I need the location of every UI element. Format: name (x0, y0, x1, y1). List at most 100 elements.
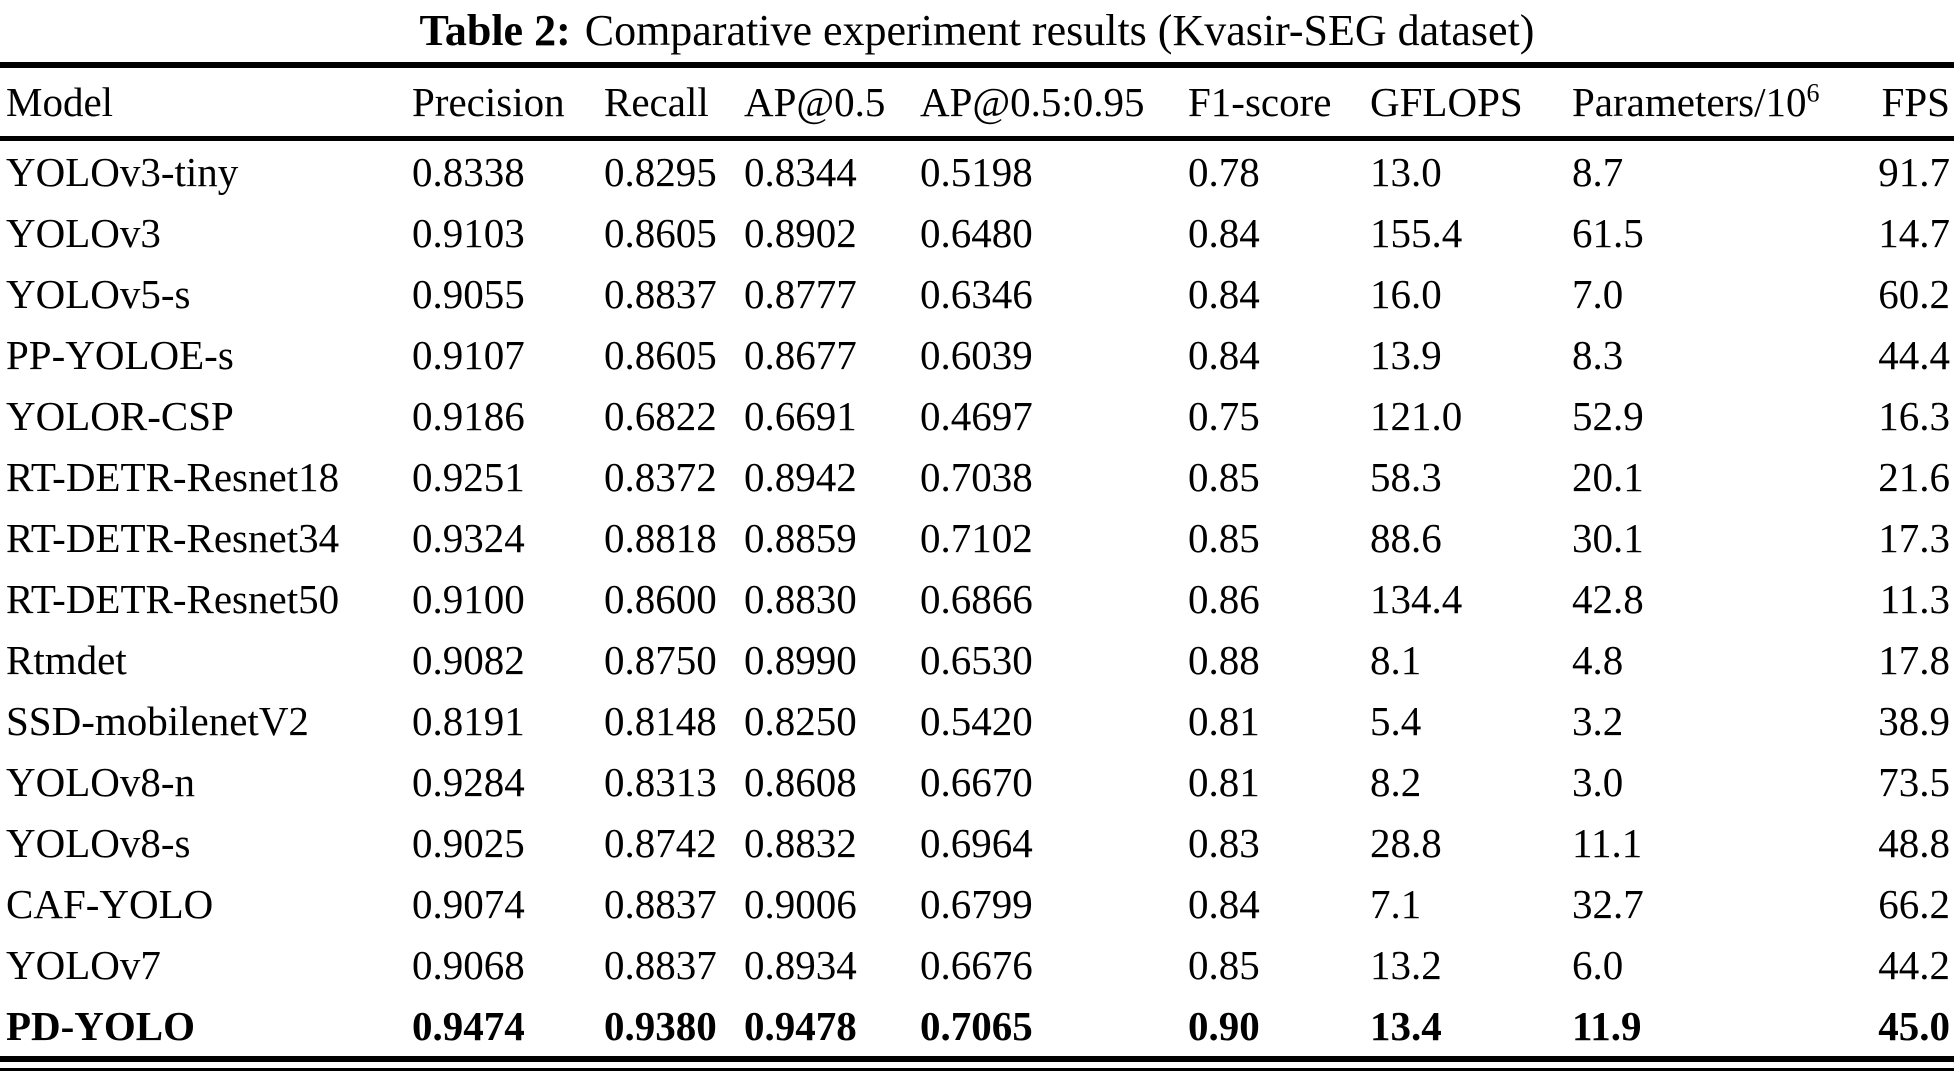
header-row: Model Precision Recall AP@0.5 AP@0.5:0.9… (0, 68, 1954, 141)
table-row: YOLOv7 0.9068 0.8837 0.8934 0.6676 0.85 … (0, 934, 1954, 995)
recall-cell: 0.8750 (604, 636, 717, 683)
ap05-cell: 0.8859 (744, 514, 857, 561)
fps-cell: 17.3 (1878, 514, 1950, 561)
gflops-cell: 155.4 (1370, 209, 1463, 256)
model-cell: YOLOv8-n (6, 758, 196, 805)
f1score-cell: 0.84 (1188, 880, 1260, 927)
ap05095-cell: 0.6039 (920, 331, 1033, 378)
f1score-cell: 0.81 (1188, 758, 1260, 805)
ap05-cell: 0.8990 (744, 636, 857, 683)
gflops-cell: 5.4 (1370, 697, 1422, 744)
model-cell: SSD-mobilenetV2 (6, 697, 309, 744)
col-header-fps: FPS (1862, 68, 1954, 141)
ap05095-cell: 0.6346 (920, 270, 1033, 317)
table-bottom-rule-gap (0, 1062, 1954, 1068)
parameters-exponent: 6 (1806, 78, 1820, 108)
ap05-cell: 0.9006 (744, 880, 857, 927)
recall-cell: 0.8295 (604, 148, 717, 195)
ap05-cell: 0.8942 (744, 453, 857, 500)
col-header-ap05095: AP@0.5:0.95 (920, 68, 1188, 141)
ap05095-cell: 0.7038 (920, 453, 1033, 500)
table-bottom-rule-thin (0, 1068, 1954, 1071)
gflops-cell: 13.0 (1370, 148, 1442, 195)
precision-cell: 0.9025 (412, 819, 525, 866)
ap05-cell: 0.8677 (744, 331, 857, 378)
parameters-cell: 30.1 (1572, 514, 1644, 561)
recall-cell: 0.9380 (604, 1002, 717, 1049)
table-row: SSD-mobilenetV2 0.8191 0.8148 0.8250 0.5… (0, 690, 1954, 751)
table-row: PP-YOLOE-s 0.9107 0.8605 0.8677 0.6039 0… (0, 324, 1954, 385)
precision-cell: 0.9055 (412, 270, 525, 317)
gflops-cell: 7.1 (1370, 880, 1422, 927)
f1score-cell: 0.85 (1188, 941, 1260, 988)
table-body: YOLOv3-tiny 0.8338 0.8295 0.8344 0.5198 … (0, 139, 1954, 1057)
caption-text: Comparative experiment results (Kvasir-S… (584, 6, 1535, 55)
parameters-cell: 8.7 (1572, 148, 1624, 195)
fps-cell: 48.8 (1878, 819, 1950, 866)
table-row: RT-DETR-Resnet34 0.9324 0.8818 0.8859 0.… (0, 507, 1954, 568)
parameters-cell: 3.2 (1572, 697, 1624, 744)
model-cell: RT-DETR-Resnet50 (6, 575, 340, 622)
table-row: YOLOv8-n 0.9284 0.8313 0.8608 0.6670 0.8… (0, 751, 1954, 812)
precision-cell: 0.8338 (412, 148, 525, 195)
recall-cell: 0.8742 (604, 819, 717, 866)
recall-cell: 0.8605 (604, 331, 717, 378)
precision-cell: 0.9107 (412, 331, 525, 378)
model-cell: RT-DETR-Resnet34 (6, 514, 340, 561)
parameters-cell: 20.1 (1572, 453, 1644, 500)
table-row: YOLOR-CSP 0.9186 0.6822 0.6691 0.4697 0.… (0, 385, 1954, 446)
ap05095-cell: 0.6964 (920, 819, 1033, 866)
parameters-cell: 52.9 (1572, 392, 1644, 439)
parameters-cell: 6.0 (1572, 941, 1624, 988)
fps-cell: 16.3 (1878, 392, 1950, 439)
col-header-parameters: Parameters/106 (1572, 68, 1862, 141)
recall-cell: 0.8148 (604, 697, 717, 744)
col-header-f1score: F1-score (1188, 68, 1370, 141)
fps-cell: 44.4 (1878, 331, 1950, 378)
parameters-cell: 7.0 (1572, 270, 1624, 317)
f1score-cell: 0.78 (1188, 148, 1260, 195)
precision-cell: 0.9082 (412, 636, 525, 683)
fps-cell: 14.7 (1878, 209, 1950, 256)
precision-cell: 0.8191 (412, 697, 525, 744)
gflops-cell: 8.2 (1370, 758, 1422, 805)
fps-cell: 11.3 (1879, 575, 1950, 622)
parameters-cell: 42.8 (1572, 575, 1644, 622)
model-cell: YOLOv5-s (6, 270, 191, 317)
model-cell: PD-YOLO (6, 1002, 196, 1049)
precision-cell: 0.9068 (412, 941, 525, 988)
gflops-cell: 88.6 (1370, 514, 1442, 561)
gflops-cell: 16.0 (1370, 270, 1442, 317)
recall-cell: 0.8818 (604, 514, 717, 561)
col-header-gflops: GFLOPS (1370, 68, 1572, 141)
gflops-cell: 134.4 (1370, 575, 1463, 622)
ap05095-cell: 0.5198 (920, 148, 1033, 195)
col-header-recall: Recall (604, 68, 744, 141)
parameters-cell: 11.9 (1572, 1002, 1642, 1049)
f1score-cell: 0.84 (1188, 270, 1260, 317)
table-row: PD-YOLO 0.9474 0.9380 0.9478 0.7065 0.90… (0, 995, 1954, 1056)
model-cell: YOLOv3-tiny (6, 148, 239, 195)
parameters-cell: 61.5 (1572, 209, 1644, 256)
ap05095-cell: 0.6670 (920, 758, 1033, 805)
model-cell: CAF-YOLO (6, 880, 214, 927)
recall-cell: 0.8837 (604, 941, 717, 988)
precision-cell: 0.9251 (412, 453, 525, 500)
ap05095-cell: 0.6799 (920, 880, 1033, 927)
ap05095-cell: 0.6676 (920, 941, 1033, 988)
gflops-cell: 8.1 (1370, 636, 1422, 683)
ap05-cell: 0.6691 (744, 392, 857, 439)
recall-cell: 0.8313 (604, 758, 717, 805)
col-header-model: Model (0, 68, 412, 141)
parameters-cell: 8.3 (1572, 331, 1624, 378)
f1score-cell: 0.90 (1188, 1002, 1260, 1049)
f1score-cell: 0.84 (1188, 209, 1260, 256)
fps-cell: 91.7 (1878, 148, 1950, 195)
precision-cell: 0.9103 (412, 209, 525, 256)
recall-cell: 0.8600 (604, 575, 717, 622)
model-cell: YOLOv3 (6, 209, 161, 256)
recall-cell: 0.8372 (604, 453, 717, 500)
ap05095-cell: 0.7065 (920, 1002, 1033, 1049)
fps-cell: 44.2 (1878, 941, 1950, 988)
fps-cell: 60.2 (1878, 270, 1950, 317)
